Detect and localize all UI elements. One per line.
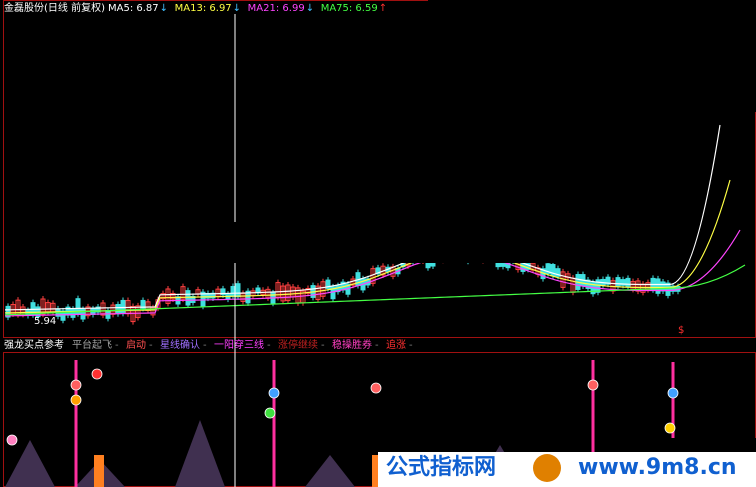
candle xyxy=(280,285,286,302)
candle xyxy=(320,281,326,297)
candle xyxy=(220,288,226,296)
legend-item: 星线确认 xyxy=(160,338,200,351)
candle xyxy=(235,283,241,298)
legend-item: 涨停继续 xyxy=(278,338,318,351)
legend-item: 稳操胜券 xyxy=(332,338,372,351)
low-label: 5.94 xyxy=(34,316,56,327)
signal-icon xyxy=(268,387,280,399)
candle xyxy=(140,299,146,309)
ma-label: MA13: 6.97 xyxy=(175,3,232,14)
watermark-box xyxy=(378,452,756,487)
candle xyxy=(170,292,176,300)
candle xyxy=(120,299,126,314)
candle xyxy=(100,302,106,316)
candle xyxy=(180,286,186,300)
signal-block xyxy=(94,455,104,487)
legend-sep: - xyxy=(321,340,325,351)
candle xyxy=(635,280,641,292)
panel-title: 强龙买点参考 xyxy=(4,338,64,351)
candle xyxy=(150,307,156,316)
signal-icon xyxy=(264,407,276,419)
ma-label: MA5: 6.87 xyxy=(108,3,159,14)
watermark-url: www.9m8.cn xyxy=(578,455,737,480)
candle xyxy=(525,263,531,270)
watermark-logo xyxy=(533,454,561,482)
legend-sep: - xyxy=(267,340,271,351)
legend-sep: - xyxy=(409,340,413,351)
ma-line xyxy=(4,229,741,317)
candle xyxy=(30,302,36,316)
candle xyxy=(645,282,651,291)
ma-labels: MA5: 6.87 ↓ MA13: 6.97 ↓ MA21: 6.99 ↓ MA75: 6.… xyxy=(108,3,387,14)
candle xyxy=(625,277,631,287)
signal-icon xyxy=(6,434,18,446)
candle xyxy=(60,310,66,321)
legend-item: 一阳穿三线 xyxy=(214,338,264,351)
candle xyxy=(70,308,76,318)
ma-trend: ↓ xyxy=(160,3,168,14)
candle xyxy=(230,285,236,297)
candle xyxy=(130,305,136,323)
signal-icon xyxy=(587,379,599,391)
candle xyxy=(160,293,166,300)
candle xyxy=(605,276,611,285)
stock-title: 金磊股份(日线 前复权) xyxy=(4,1,105,14)
candle xyxy=(595,279,601,293)
candle xyxy=(555,268,561,277)
candle xyxy=(325,279,331,290)
ma-trend: ↓ xyxy=(306,3,314,14)
legend-sep: - xyxy=(115,340,119,351)
histogram-shape xyxy=(175,420,225,487)
candle xyxy=(285,284,291,302)
candle xyxy=(40,298,46,315)
candle xyxy=(615,277,621,287)
candle xyxy=(245,290,251,304)
candle xyxy=(75,298,81,315)
candle xyxy=(665,282,671,296)
ma-label: MA21: 6.99 xyxy=(248,3,305,14)
candle xyxy=(95,306,101,313)
ma-trend: ↑ xyxy=(379,3,387,14)
ma-line xyxy=(4,124,721,311)
signal-icon xyxy=(370,382,382,394)
legend: 平台起飞 - 启动 - 星线确认 - 一阳穿三线 - 涨停继续 - 稳操胜券 - 追涨 - xyxy=(72,338,413,351)
watermark-name: 公式指标网 xyxy=(386,454,496,480)
histogram-shape xyxy=(5,440,55,487)
legend-sep: - xyxy=(149,340,153,351)
legend-sep: - xyxy=(203,340,207,351)
signal-icon xyxy=(667,387,679,399)
candle xyxy=(315,285,321,301)
candle xyxy=(115,304,121,315)
ma-trend: ↓ xyxy=(233,3,241,14)
mask xyxy=(428,0,756,112)
candle xyxy=(305,287,311,294)
signal-icon xyxy=(70,394,82,406)
signal-icon xyxy=(70,379,82,391)
candle xyxy=(655,278,661,294)
legend-item: 平台起飞 xyxy=(72,338,112,351)
candle xyxy=(190,295,196,303)
ma-line xyxy=(4,264,746,316)
signal-icon xyxy=(664,422,676,434)
candle xyxy=(620,279,626,286)
legend-item: 追涨 xyxy=(386,338,406,351)
candle xyxy=(545,263,551,275)
ma-label: MA75: 6.59 xyxy=(321,3,378,14)
candle xyxy=(565,273,571,279)
signal-icon xyxy=(91,368,103,380)
candle xyxy=(375,267,381,275)
legend-item: 启动 xyxy=(126,338,146,351)
candle xyxy=(660,281,666,292)
candle xyxy=(135,305,141,319)
legend-sep: - xyxy=(375,340,379,351)
candle xyxy=(165,288,171,304)
signal-block xyxy=(372,455,378,487)
mark: $ xyxy=(678,325,684,336)
histogram-shape xyxy=(305,455,355,487)
candle xyxy=(5,305,11,318)
mask xyxy=(201,222,555,263)
